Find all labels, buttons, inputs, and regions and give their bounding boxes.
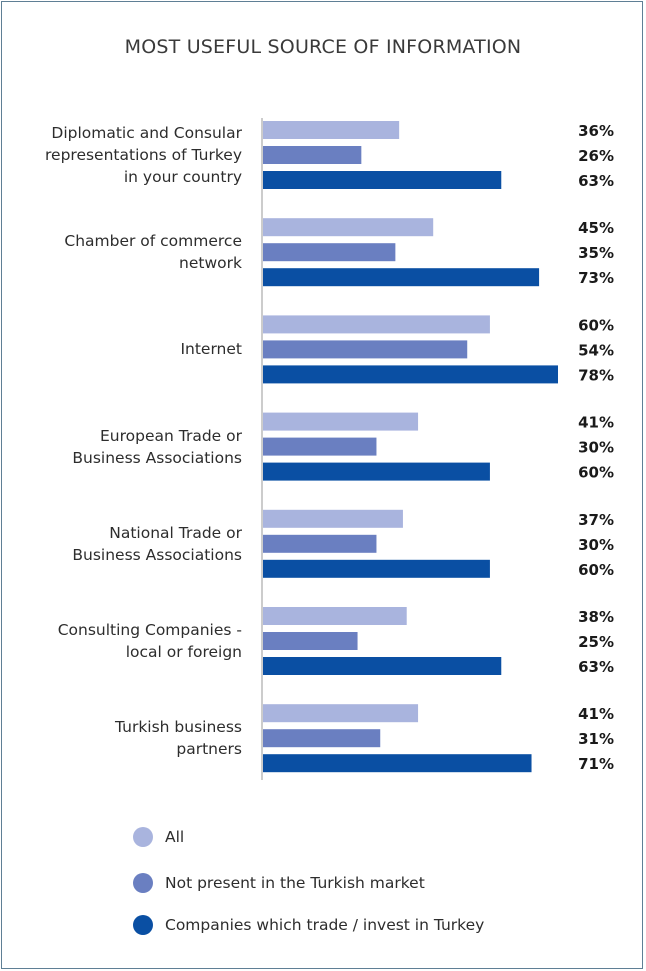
data-label-0-2: 63% [578, 172, 614, 190]
bar-2-0 [263, 315, 490, 334]
data-label-3-2: 60% [578, 464, 614, 482]
category-label-line: Diplomatic and Consular [51, 124, 242, 142]
category-label-6: Turkish business partners [12, 716, 242, 760]
category-label-line: National Trade or [109, 523, 242, 542]
category-label-2: Internet [12, 338, 242, 360]
category-label-line: Chamber of commerce [64, 232, 242, 251]
data-label-3-1: 30% [578, 439, 614, 457]
category-label-line: in your country [123, 168, 242, 186]
data-label-2-2: 78% [578, 366, 614, 384]
bar-4-0 [263, 509, 403, 528]
bar-3-1 [263, 437, 377, 456]
bar-0-0 [263, 121, 400, 139]
data-label-0-1: 26% [578, 147, 614, 165]
data-label-2-0: 60% [578, 316, 614, 334]
category-label-line: European Trade or [100, 426, 242, 445]
bar-5-2 [263, 657, 502, 675]
category-label-line: representations of Turkey [45, 146, 242, 164]
bar-2-2 [263, 365, 558, 384]
legend-label: All [165, 828, 185, 846]
bar-6-1 [263, 729, 381, 748]
bar-4-2 [263, 559, 490, 578]
legend-swatch [133, 873, 153, 893]
bar-0-1 [263, 146, 362, 164]
bar-1-2 [263, 268, 540, 287]
data-label-6-0: 41% [578, 705, 614, 723]
data-label-1-2: 73% [578, 269, 614, 287]
data-label-1-1: 35% [578, 244, 614, 262]
data-label-4-2: 60% [578, 561, 614, 579]
category-label-line: local or foreign [125, 643, 242, 661]
bar-6-2 [263, 754, 532, 773]
category-label-line: Internet [180, 340, 242, 359]
bar-2-1 [263, 340, 468, 359]
legend-label: Not present in the Turkish market [165, 874, 425, 892]
category-label-0: Diplomatic and Consular representations o… [12, 122, 242, 188]
category-label-5: Consulting Companies - local or foreign [12, 619, 242, 663]
category-label-line: Turkish business [115, 718, 242, 737]
data-label-6-2: 71% [578, 755, 614, 773]
category-label-4: National Trade or Business Associations [12, 522, 242, 566]
bar-1-1 [263, 243, 396, 262]
data-label-2-1: 54% [578, 341, 614, 359]
category-label-line: Business Associations [72, 545, 242, 564]
bar-4-1 [263, 534, 377, 553]
data-label-4-1: 30% [578, 536, 614, 554]
data-label-4-0: 37% [578, 511, 614, 529]
legend-item-0: All [133, 826, 184, 848]
data-label-6-1: 31% [578, 730, 614, 748]
data-label-5-2: 63% [578, 658, 614, 676]
category-label-line: network [179, 254, 242, 273]
legend-swatch [133, 827, 153, 847]
data-label-0-0: 36% [578, 122, 614, 140]
bar-3-0 [263, 412, 419, 431]
data-label-3-0: 41% [578, 414, 614, 432]
legend-label: Companies which trade / invest in Turkey [165, 916, 485, 934]
category-label-1: Chamber of commerce network [12, 230, 242, 274]
chart-title: MOST USEFUL SOURCE OF INFORMATION [124, 36, 522, 58]
legend-swatch [133, 915, 153, 935]
bar-5-1 [263, 632, 358, 650]
legend-item-1: Not present in the Turkish market [133, 872, 425, 894]
category-label-line: Business Associations [72, 448, 242, 467]
category-label-line: partners [176, 740, 242, 759]
data-label-1-0: 45% [578, 219, 614, 237]
bar-6-0 [263, 704, 419, 723]
data-label-5-0: 38% [578, 608, 614, 626]
category-label-3: European Trade or Business Associations [12, 425, 242, 469]
data-label-5-1: 25% [578, 633, 614, 651]
category-label-line: Consulting Companies - [57, 621, 242, 639]
bar-3-2 [263, 462, 490, 481]
bar-1-0 [263, 218, 434, 237]
legend-item-2: Companies which trade / invest in Turkey [133, 914, 484, 936]
bar-5-0 [263, 607, 407, 625]
bar-0-2 [263, 171, 502, 189]
